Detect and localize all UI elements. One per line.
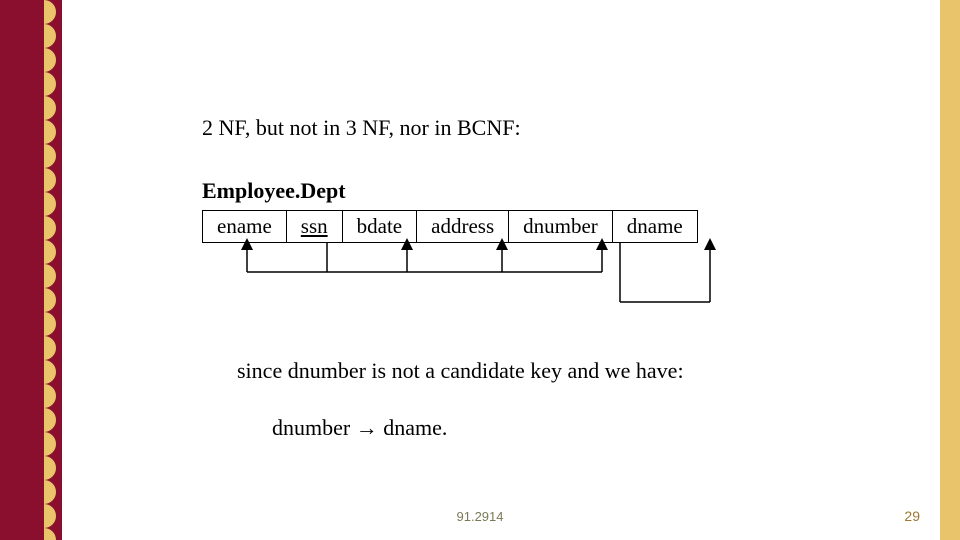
attr-ssn: ssn [286,211,342,243]
slide-content: 2 NF, but not in 3 NF, nor in BCNF: Empl… [62,0,940,540]
scallop-pattern [44,0,62,540]
attr-address: address [417,211,509,243]
left-decorative-stripe [0,0,62,540]
arrow-icon: → [356,415,378,440]
fd-rhs: dname. [378,415,448,440]
attr-dnumber: dnumber [509,211,613,243]
relation-name: Employee.Dept [202,178,346,204]
footer-course-code: 91.2914 [0,509,960,524]
attr-dname: dname [612,211,697,243]
attr-bdate: bdate [342,211,416,243]
fd-lhs: dnumber [272,415,356,440]
attribute-table: ename ssn bdate address dnumber dname [202,210,698,243]
footer-page-number: 29 [904,508,920,524]
attribute-row: ename ssn bdate address dnumber dname [203,211,698,243]
attr-ename: ename [203,211,287,243]
heading-nf-statement: 2 NF, but not in 3 NF, nor in BCNF: [202,115,521,141]
slide: 2 NF, but not in 3 NF, nor in BCNF: Empl… [0,0,960,540]
explanation-line: since dnumber is not a candidate key and… [237,358,684,384]
fd-expression: dnumber → dname. [272,415,447,441]
right-decorative-stripe [940,0,960,540]
